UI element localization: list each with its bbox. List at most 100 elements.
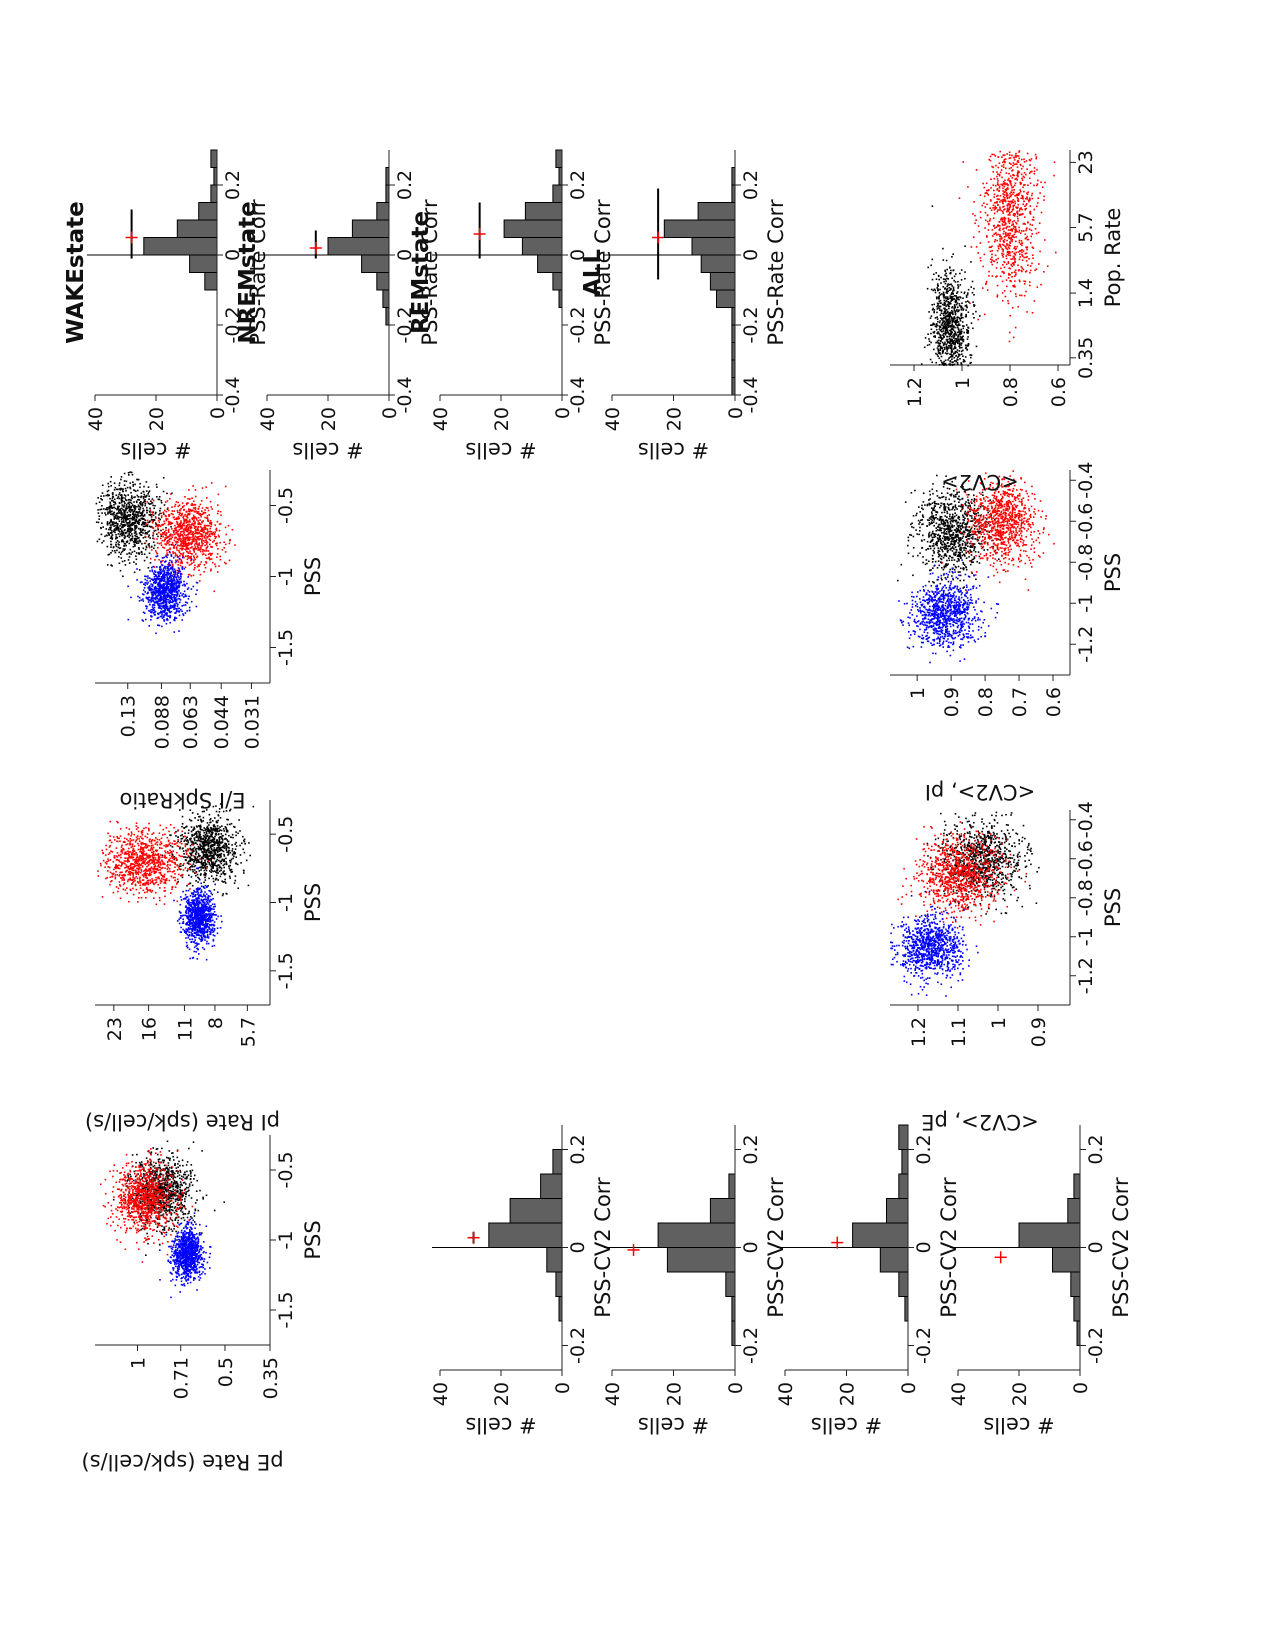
scatter-point (178, 1259, 180, 1262)
scatter-point (203, 1258, 206, 1260)
scatter-point (153, 1205, 155, 1207)
scatter-point (188, 1237, 190, 1239)
scatter-point (163, 1226, 165, 1228)
scatter-point (144, 1192, 147, 1195)
scatter-point (136, 838, 139, 840)
scatter-point (152, 881, 154, 884)
scatter-point (156, 1192, 158, 1194)
scatter-point (155, 1162, 157, 1164)
scatter-point (153, 860, 155, 862)
scatter-point (115, 863, 117, 866)
scatter-point (148, 868, 150, 870)
scatter-point (181, 1198, 183, 1201)
scatter-point (177, 1196, 180, 1199)
scatter-point (118, 1195, 121, 1197)
scatter-point (205, 828, 208, 831)
scatter-point (192, 1246, 195, 1249)
scatter-point (133, 1182, 135, 1185)
scatter-point (193, 828, 196, 830)
scatter-point (159, 1230, 161, 1233)
scatter-point (177, 1231, 180, 1234)
scatter-point (197, 1242, 199, 1245)
scatter-point (131, 1165, 134, 1168)
scatter-point (157, 857, 160, 859)
scatter-point (176, 1190, 179, 1192)
scatter-point (135, 1201, 138, 1204)
scatter-point (175, 830, 177, 833)
scatter-point (207, 860, 210, 862)
scatter-point (217, 856, 219, 859)
scatter-point (137, 1186, 139, 1188)
scatter-point (198, 870, 201, 872)
scatter-point (205, 832, 208, 835)
scatter-point (177, 1170, 179, 1173)
scatter-point (185, 1223, 188, 1226)
scatter-point (170, 1234, 172, 1236)
scatter-point (194, 1257, 197, 1259)
scatter-point (145, 854, 148, 857)
scatter-point (203, 836, 206, 838)
scatter-point (204, 902, 206, 904)
scatter-point (139, 1165, 141, 1167)
scatter-point (239, 844, 241, 847)
scatter-point (160, 1205, 162, 1207)
scatter-point (200, 869, 202, 871)
scatter-point (189, 1226, 192, 1229)
scatter-point (200, 848, 203, 850)
scatter-point (155, 1197, 157, 1199)
scatter-point (203, 848, 205, 851)
scatter-point (189, 809, 192, 811)
scatter-point (175, 1235, 177, 1238)
scatter-point (166, 1183, 169, 1185)
scatter-point (182, 1216, 185, 1219)
scatter-point (104, 1192, 107, 1195)
scatter-point (186, 1161, 189, 1163)
scatter-point (210, 840, 213, 843)
scatter-point (114, 876, 117, 878)
scatter-point (133, 866, 135, 868)
scatter-point (145, 858, 147, 861)
scatter-point (171, 1230, 174, 1232)
scatter-point (221, 825, 223, 827)
scatter-point (151, 839, 154, 841)
scatter-point (182, 918, 184, 920)
scatter-point (187, 848, 190, 851)
scatter-point (189, 852, 191, 855)
scatter-point (175, 1261, 177, 1264)
scatter-point (182, 1164, 184, 1167)
scatter-point (165, 1199, 168, 1202)
scatter-point (163, 1205, 166, 1208)
scatter-point (160, 854, 162, 856)
scatter-point (198, 894, 200, 897)
scatter-point (201, 905, 203, 908)
scatter-point (209, 850, 212, 853)
scatter-point (163, 882, 165, 884)
scatter-point (148, 1195, 150, 1198)
scatter-point (119, 1210, 122, 1213)
scatter-point (195, 874, 197, 877)
scatter-point (143, 1175, 145, 1177)
scatter-point (189, 856, 191, 859)
scatter-point (228, 875, 231, 878)
scatter-point (112, 1169, 115, 1172)
scatter-point (218, 827, 220, 830)
scatter-point (158, 1180, 161, 1182)
scatter-point (126, 843, 129, 845)
scatter-point (190, 826, 193, 828)
scatter-point (188, 1229, 191, 1231)
scatter-point (165, 1164, 167, 1167)
scatter-point (190, 1241, 193, 1244)
scatter-point (139, 887, 142, 889)
scatter-point (186, 1245, 188, 1248)
scatter-point (123, 1221, 126, 1223)
scatter-point (134, 1210, 137, 1213)
scatter-point (220, 862, 223, 865)
scatter-point (184, 1277, 186, 1280)
scatter-point (210, 930, 212, 933)
scatter-point (104, 861, 107, 864)
scatter-point (184, 1213, 187, 1215)
scatter-point (173, 1207, 176, 1209)
scatter-point (144, 873, 147, 876)
scatter-point (101, 896, 104, 898)
scatter-point (191, 884, 194, 887)
